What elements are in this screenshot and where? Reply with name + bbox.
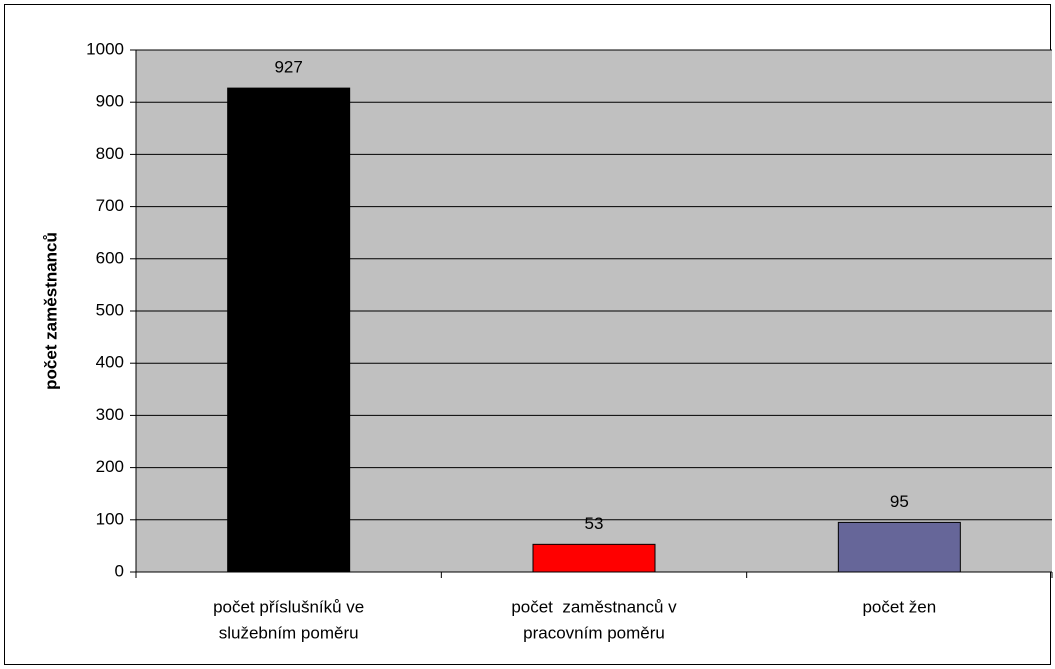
y-tick-label: 1000 bbox=[86, 39, 124, 58]
data-label: 53 bbox=[585, 514, 604, 533]
y-axis-label: počet zaměstnanců bbox=[41, 232, 60, 390]
x-tick-label: počet příslušníků ve bbox=[213, 597, 364, 616]
x-tick-label: služebním poměru bbox=[219, 623, 359, 642]
bar bbox=[532, 543, 656, 573]
y-tick-label: 300 bbox=[96, 405, 124, 424]
x-tick-label: počet zaměstnanců v bbox=[511, 597, 677, 616]
y-tick-label: 600 bbox=[96, 248, 124, 267]
bar bbox=[837, 521, 961, 573]
y-tick-label: 400 bbox=[96, 353, 124, 372]
y-tick-label: 500 bbox=[96, 300, 124, 319]
data-label: 927 bbox=[274, 58, 302, 77]
y-tick-label: 0 bbox=[115, 561, 124, 580]
data-label: 95 bbox=[890, 492, 909, 511]
y-tick-label: 200 bbox=[96, 457, 124, 476]
x-tick-label: pracovním poměru bbox=[523, 623, 665, 642]
y-tick-label: 100 bbox=[96, 509, 124, 528]
y-tick-label: 700 bbox=[96, 196, 124, 215]
x-tick-label: počet žen bbox=[862, 597, 936, 616]
y-tick-label: 900 bbox=[96, 92, 124, 111]
bar bbox=[227, 87, 351, 573]
y-tick-label: 800 bbox=[96, 144, 124, 163]
